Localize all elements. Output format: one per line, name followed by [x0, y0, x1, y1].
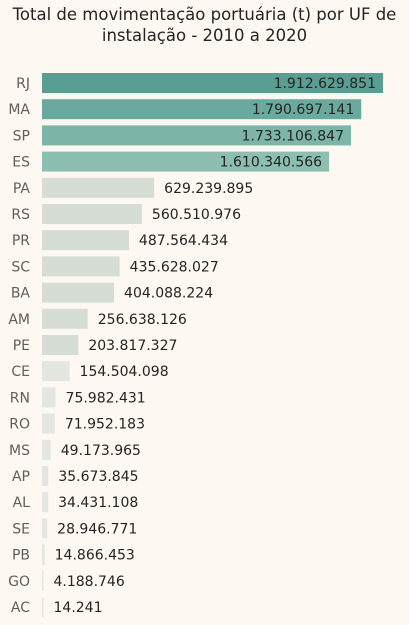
category-label-ms: MS [9, 443, 30, 459]
value-label-rn: 75.982.431 [66, 390, 146, 406]
value-label-pe: 203.817.327 [88, 338, 177, 354]
value-label-se: 28.946.771 [57, 521, 137, 537]
value-label-ba: 404.088.224 [124, 286, 213, 302]
bar-pa[interactable] [42, 177, 155, 198]
category-label-go: GO [8, 574, 30, 590]
bar-se[interactable] [42, 518, 48, 539]
bar-sp[interactable] [42, 125, 351, 146]
category-label-sc: SC [11, 259, 30, 275]
value-label-pb: 14.866.453 [55, 548, 135, 564]
bar-rs[interactable] [42, 204, 142, 224]
category-label-pe: PE [13, 338, 30, 354]
category-label-ap: AP [12, 469, 30, 485]
value-label-ac: 14.241 [54, 600, 103, 616]
category-label-rs: RS [11, 207, 30, 223]
category-label-ma: MA [8, 102, 30, 118]
bar-al[interactable] [42, 492, 49, 513]
category-label-am: AM [8, 312, 30, 328]
value-label-pa: 629.239.895 [164, 181, 253, 197]
bar-ap[interactable] [42, 466, 49, 486]
bar-ms[interactable] [42, 439, 51, 460]
category-label-pa: PA [13, 181, 31, 197]
bar-ba[interactable] [42, 282, 115, 303]
bar-rn[interactable] [42, 387, 56, 408]
chart-title-line-2: instalação - 2010 a 2020 [101, 26, 308, 45]
bar-ac[interactable] [42, 597, 44, 617]
bar-ce[interactable] [42, 361, 70, 382]
value-label-es: 1.610.340.566 [220, 155, 323, 171]
category-label-rj: RJ [16, 76, 30, 92]
value-label-ap: 35.673.845 [58, 469, 138, 485]
bar-rj[interactable] [42, 73, 383, 93]
category-label-se: SE [12, 521, 30, 537]
value-label-sc: 435.628.027 [130, 259, 219, 275]
value-label-pr: 487.564.434 [139, 233, 228, 249]
category-label-ro: RO [9, 417, 30, 433]
bar-ro[interactable] [42, 413, 55, 434]
value-label-ro: 71.952.183 [65, 417, 145, 433]
value-label-ma: 1.790.697.141 [252, 102, 354, 118]
value-label-go: 4.188.746 [54, 574, 125, 590]
bar-es[interactable] [42, 151, 330, 172]
bar-pe[interactable] [42, 335, 79, 355]
category-label-es: ES [12, 155, 30, 171]
category-label-sp: SP [13, 128, 30, 144]
value-label-sp: 1.733.106.847 [242, 128, 344, 144]
category-label-pb: PB [12, 548, 30, 564]
bar-am[interactable] [42, 308, 88, 329]
value-label-rj: 1.912.629.851 [274, 76, 376, 92]
value-label-rs: 560.510.976 [152, 207, 241, 223]
value-label-am: 256.638.126 [98, 312, 187, 328]
value-label-ms: 49.173.965 [61, 443, 141, 459]
value-label-al: 34.431.108 [58, 495, 138, 511]
bar-go[interactable] [42, 570, 44, 591]
category-label-pr: PR [12, 233, 30, 249]
bar-pr[interactable] [42, 230, 129, 251]
value-label-ce: 154.504.098 [80, 364, 169, 380]
chart-title: Total de movimentação portuária (t) por … [0, 4, 409, 46]
bar-sc[interactable] [42, 256, 120, 277]
category-label-ce: CE [11, 364, 30, 380]
category-label-ac: AC [11, 600, 30, 616]
bar-ma[interactable] [42, 99, 362, 120]
category-label-al: AL [13, 495, 31, 511]
category-label-rn: RN [10, 390, 30, 406]
category-label-ba: BA [11, 286, 31, 302]
chart-title-line-1: Total de movimentação portuária (t) por … [12, 5, 397, 24]
bar-pb[interactable] [42, 544, 45, 565]
